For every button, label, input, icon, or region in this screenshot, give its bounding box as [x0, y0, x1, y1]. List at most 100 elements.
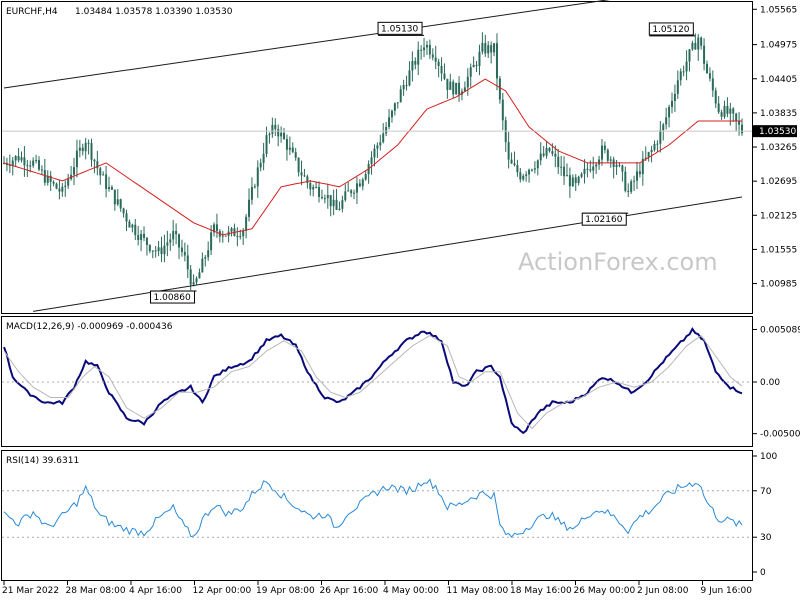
- candle-body: [364, 173, 367, 180]
- candle-body: [8, 165, 11, 167]
- candle-body: [32, 160, 35, 166]
- candle-body: [493, 43, 496, 53]
- rsi-tick-label: 30: [760, 533, 772, 543]
- candle-body: [554, 153, 557, 157]
- candle-body: [606, 149, 609, 161]
- annotation-box: [150, 290, 196, 304]
- candle-body: [38, 160, 41, 170]
- rsi-tick-label: 70: [760, 487, 772, 497]
- candle-body: [563, 166, 566, 177]
- candle-body: [583, 168, 586, 174]
- candle-body: [256, 167, 259, 187]
- macd-axis: 0.005089 0.00 -0.005002: [2, 325, 800, 440]
- candle-body: [525, 174, 528, 176]
- candle-body: [344, 191, 347, 201]
- candle-body: [717, 103, 720, 113]
- candle-body: [580, 173, 583, 177]
- candle-body: [411, 60, 414, 71]
- candle-body: [347, 190, 350, 192]
- candle-body: [183, 251, 186, 256]
- candle-body: [119, 199, 122, 209]
- candle-body: [341, 200, 344, 209]
- candle-body: [385, 127, 388, 134]
- candle-body: [157, 247, 160, 252]
- candle-body: [294, 152, 297, 158]
- candle-body: [609, 159, 612, 161]
- candle-body: [326, 195, 329, 199]
- price-annotations: 1.05130 1.00860 1.05120 1.02160: [150, 21, 696, 304]
- candle-body: [145, 237, 148, 245]
- candle-body: [172, 230, 175, 240]
- candle-body: [49, 175, 52, 182]
- candle-body: [466, 76, 469, 88]
- candle-body: [498, 78, 501, 100]
- rsi-line: [3, 478, 743, 538]
- candle-body: [122, 208, 125, 214]
- candle-body: [17, 156, 20, 161]
- macd-tick-label: -0.005002: [760, 430, 800, 440]
- price-tick-label: 1.03835: [760, 109, 797, 119]
- candle-body: [358, 183, 361, 187]
- rsi-tick-label: 0: [760, 568, 766, 578]
- candle-body: [213, 224, 216, 233]
- candle-body: [105, 174, 108, 190]
- candle-body: [679, 71, 682, 81]
- candle-body: [271, 124, 274, 134]
- candle-body: [440, 65, 443, 74]
- candle-body: [536, 160, 539, 169]
- candle-body: [113, 189, 116, 205]
- candle-body: [630, 181, 633, 192]
- candle-body: [475, 64, 478, 66]
- candle-body: [277, 129, 280, 137]
- candle-body: [469, 67, 472, 77]
- candle-body: [90, 142, 93, 160]
- macd-title: MACD(12,26,9) -0.000969 -0.000436: [6, 322, 173, 332]
- x-tick-label: 19 Apr 08:00: [256, 586, 315, 596]
- candle-body: [420, 49, 423, 51]
- candle-body: [116, 199, 119, 205]
- candle-body: [726, 105, 729, 114]
- candle-body: [52, 181, 55, 184]
- candle-body: [463, 87, 466, 92]
- candle-body: [280, 132, 283, 137]
- rsi-panel-frame: [1, 450, 753, 581]
- candle-body: [81, 147, 84, 152]
- price-title-symbol: EURCHF,H4: [6, 7, 58, 17]
- x-tick-label: 11 May 08:00: [447, 586, 509, 596]
- price-tick-label: 1.04975: [760, 41, 797, 51]
- candle-body: [682, 71, 685, 73]
- candle-body: [714, 90, 717, 104]
- candle-body: [560, 166, 563, 168]
- candle-body: [353, 192, 356, 194]
- candle-body: [600, 145, 603, 160]
- candle-body: [335, 199, 338, 210]
- candle-body: [396, 102, 399, 104]
- candle-body: [175, 230, 178, 235]
- macd-tick-label: 0.005089: [760, 325, 800, 335]
- macd-tick-label: 0.00: [760, 378, 780, 388]
- candle-body: [224, 235, 227, 237]
- candle-body: [431, 54, 434, 58]
- annotation-box: [377, 21, 423, 35]
- candle-body: [303, 175, 306, 177]
- candle-body: [84, 142, 87, 152]
- candle-body: [265, 135, 268, 154]
- candle-body: [163, 245, 166, 255]
- candle-body: [732, 108, 735, 114]
- candle-body: [703, 45, 706, 64]
- annotation-label: 1.02160: [585, 215, 622, 225]
- candle-body: [720, 112, 723, 117]
- candle-body: [215, 224, 218, 232]
- candle-body: [370, 157, 373, 165]
- candle-body: [67, 179, 70, 186]
- candle-body: [402, 85, 405, 90]
- candle-body: [417, 49, 420, 65]
- candle-body: [589, 169, 592, 171]
- x-tick-label: 28 Mar 08:00: [66, 586, 126, 596]
- candle-body: [285, 138, 288, 150]
- candle-body: [154, 250, 157, 252]
- candle-body: [650, 149, 653, 153]
- candle-body: [542, 153, 545, 156]
- x-tick-label: 21 Mar 2022: [2, 586, 59, 596]
- candle-body: [741, 124, 743, 134]
